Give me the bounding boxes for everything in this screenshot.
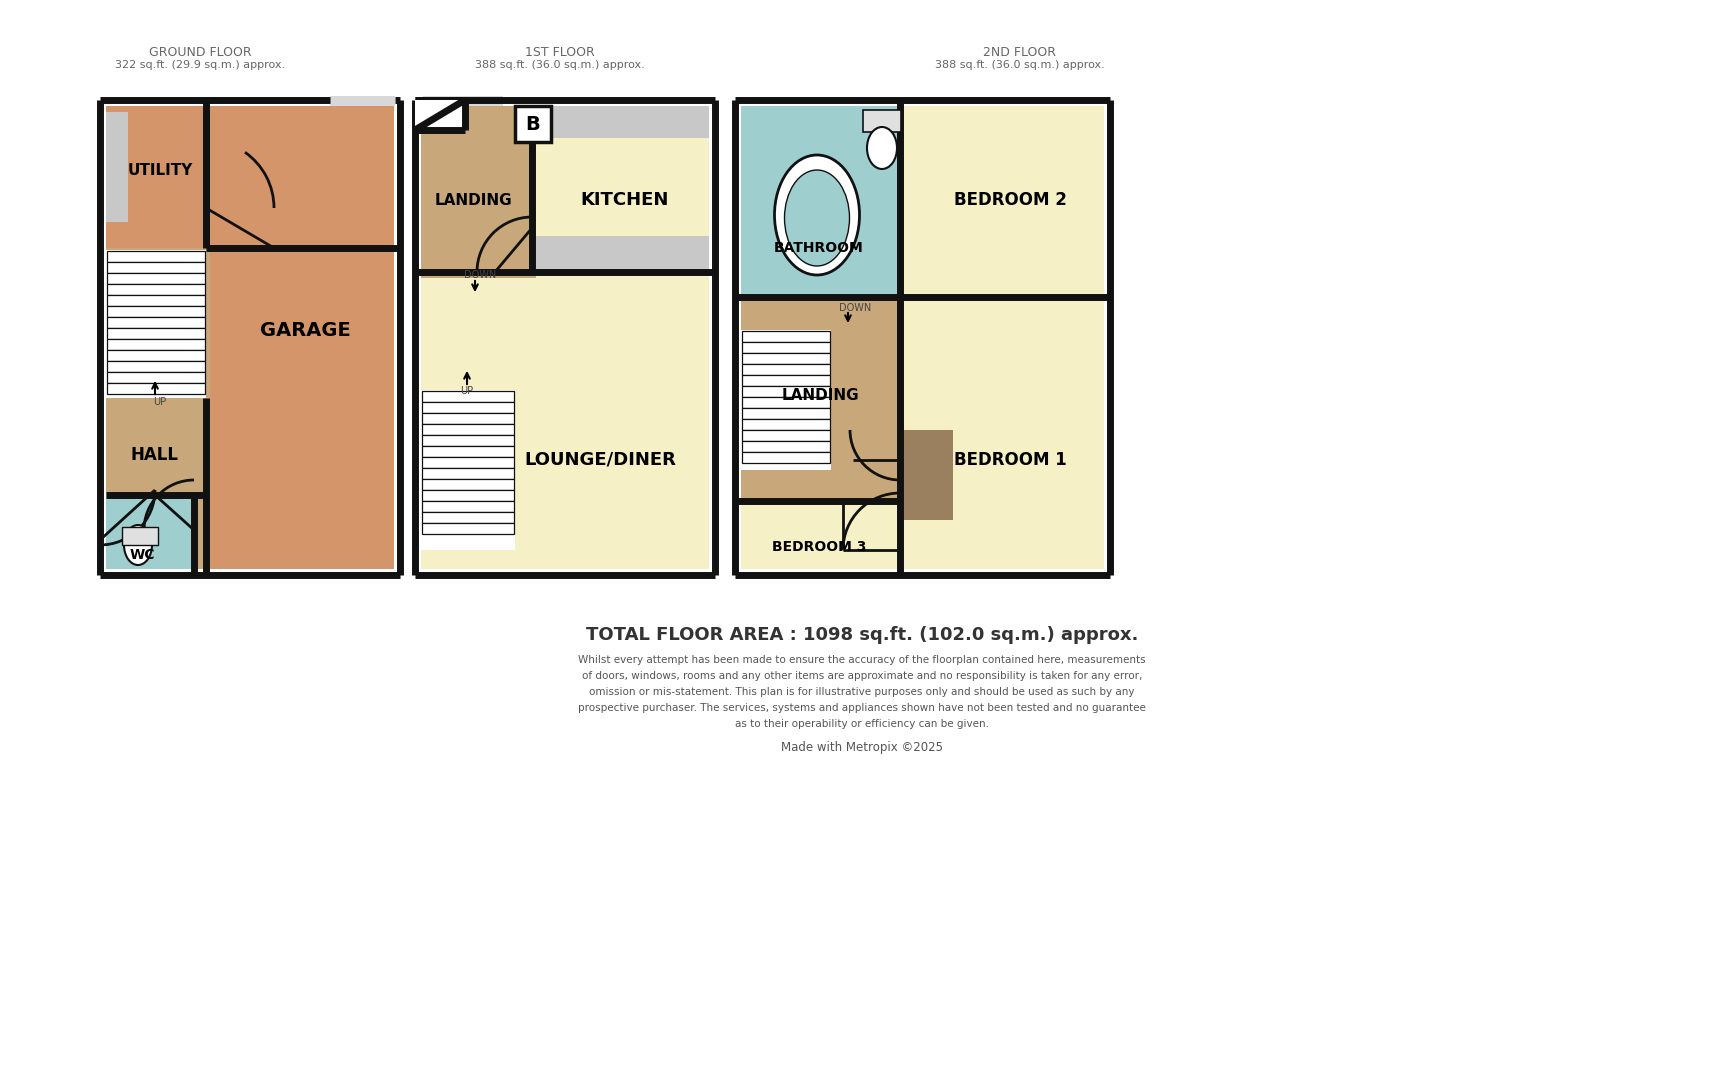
- Text: WC: WC: [129, 548, 155, 562]
- Bar: [903, 106, 1103, 301]
- Bar: [422, 402, 513, 413]
- Bar: [105, 495, 195, 569]
- Text: BEDROOM 3: BEDROOM 3: [772, 540, 865, 554]
- Bar: [422, 446, 513, 457]
- Bar: [107, 262, 205, 273]
- Bar: [422, 435, 513, 446]
- Text: 388 sq.ft. (36.0 sq.m.) approx.: 388 sq.ft. (36.0 sq.m.) approx.: [476, 60, 644, 70]
- Bar: [741, 430, 829, 441]
- Bar: [741, 353, 829, 364]
- Bar: [422, 501, 513, 512]
- Text: Made with Metropix ©2025: Made with Metropix ©2025: [781, 742, 942, 755]
- Bar: [741, 330, 830, 470]
- Bar: [422, 490, 513, 501]
- Bar: [422, 523, 513, 534]
- Text: BATHROOM: BATHROOM: [774, 241, 863, 255]
- Bar: [422, 480, 513, 490]
- Text: UP: UP: [460, 386, 474, 396]
- Text: 1ST FLOOR: 1ST FLOOR: [526, 45, 594, 58]
- Bar: [107, 306, 205, 318]
- Text: KITCHEN: KITCHEN: [581, 191, 669, 210]
- Bar: [536, 106, 708, 278]
- Bar: [741, 386, 829, 397]
- Text: omission or mis-statement. This plan is for illustrative purposes only and shoul: omission or mis-statement. This plan is …: [589, 687, 1134, 697]
- Bar: [107, 318, 205, 328]
- Ellipse shape: [784, 170, 849, 266]
- Bar: [536, 106, 708, 138]
- Bar: [107, 372, 205, 383]
- Bar: [741, 397, 829, 408]
- Bar: [105, 112, 128, 222]
- Text: BEDROOM 1: BEDROOM 1: [953, 451, 1067, 469]
- Bar: [741, 408, 829, 419]
- Bar: [741, 375, 829, 386]
- Text: prospective purchaser. The services, systems and appliances shown have not been : prospective purchaser. The services, sys…: [577, 703, 1146, 713]
- Bar: [422, 468, 513, 480]
- Bar: [903, 301, 1103, 569]
- Bar: [536, 237, 708, 272]
- Text: DOWN: DOWN: [463, 270, 496, 280]
- Bar: [415, 100, 465, 130]
- Text: TOTAL FLOOR AREA : 1098 sq.ft. (102.0 sq.m.) approx.: TOTAL FLOOR AREA : 1098 sq.ft. (102.0 sq…: [586, 626, 1137, 644]
- Bar: [422, 457, 513, 468]
- Text: DOWN: DOWN: [839, 303, 870, 313]
- Bar: [420, 278, 708, 569]
- Text: of doors, windows, rooms and any other items are approximate and no responsibili: of doors, windows, rooms and any other i…: [581, 671, 1142, 681]
- Bar: [515, 106, 551, 141]
- Text: as to their operability or efficiency can be given.: as to their operability or efficiency ca…: [734, 719, 989, 729]
- Bar: [105, 400, 205, 569]
- Bar: [107, 383, 205, 394]
- Text: LANDING: LANDING: [434, 192, 512, 207]
- Bar: [420, 106, 536, 278]
- Bar: [107, 251, 205, 262]
- Bar: [741, 330, 829, 342]
- Text: 388 sq.ft. (36.0 sq.m.) approx.: 388 sq.ft. (36.0 sq.m.) approx.: [934, 60, 1104, 70]
- Bar: [210, 106, 395, 569]
- Text: LOUNGE/DINER: LOUNGE/DINER: [524, 451, 675, 469]
- Bar: [107, 350, 205, 361]
- Text: BEDROOM 2: BEDROOM 2: [953, 191, 1067, 210]
- Text: B: B: [526, 114, 539, 134]
- Text: LANDING: LANDING: [781, 388, 858, 403]
- Bar: [741, 419, 829, 430]
- Text: 2ND FLOOR: 2ND FLOOR: [982, 45, 1056, 58]
- Bar: [422, 512, 513, 523]
- Bar: [741, 364, 829, 375]
- Bar: [329, 96, 395, 106]
- Text: 322 sq.ft. (29.9 sq.m.) approx.: 322 sq.ft. (29.9 sq.m.) approx.: [115, 60, 284, 70]
- Text: UP: UP: [153, 397, 167, 407]
- Bar: [741, 501, 903, 569]
- Bar: [422, 424, 513, 435]
- Ellipse shape: [867, 127, 896, 168]
- Bar: [122, 527, 159, 545]
- Bar: [863, 110, 901, 132]
- Bar: [741, 342, 829, 353]
- Bar: [107, 273, 205, 284]
- Bar: [741, 441, 829, 453]
- Bar: [105, 106, 395, 569]
- Bar: [105, 106, 210, 248]
- Bar: [422, 391, 513, 402]
- Text: UTILITY: UTILITY: [128, 162, 193, 177]
- Bar: [105, 249, 205, 399]
- Text: HALL: HALL: [131, 446, 179, 464]
- Ellipse shape: [774, 156, 860, 275]
- Bar: [107, 295, 205, 306]
- Bar: [741, 301, 903, 501]
- Bar: [422, 96, 503, 106]
- Bar: [107, 361, 205, 372]
- Bar: [898, 430, 953, 519]
- Text: GROUND FLOOR: GROUND FLOOR: [148, 45, 252, 58]
- Bar: [107, 328, 205, 339]
- Bar: [741, 453, 829, 463]
- Bar: [107, 339, 205, 350]
- Text: GARAGE: GARAGE: [260, 321, 350, 339]
- Bar: [420, 390, 515, 550]
- Bar: [422, 413, 513, 424]
- Ellipse shape: [124, 525, 152, 565]
- Bar: [107, 284, 205, 295]
- Text: Whilst every attempt has been made to ensure the accuracy of the floorplan conta: Whilst every attempt has been made to en…: [577, 654, 1146, 665]
- Bar: [741, 106, 903, 301]
